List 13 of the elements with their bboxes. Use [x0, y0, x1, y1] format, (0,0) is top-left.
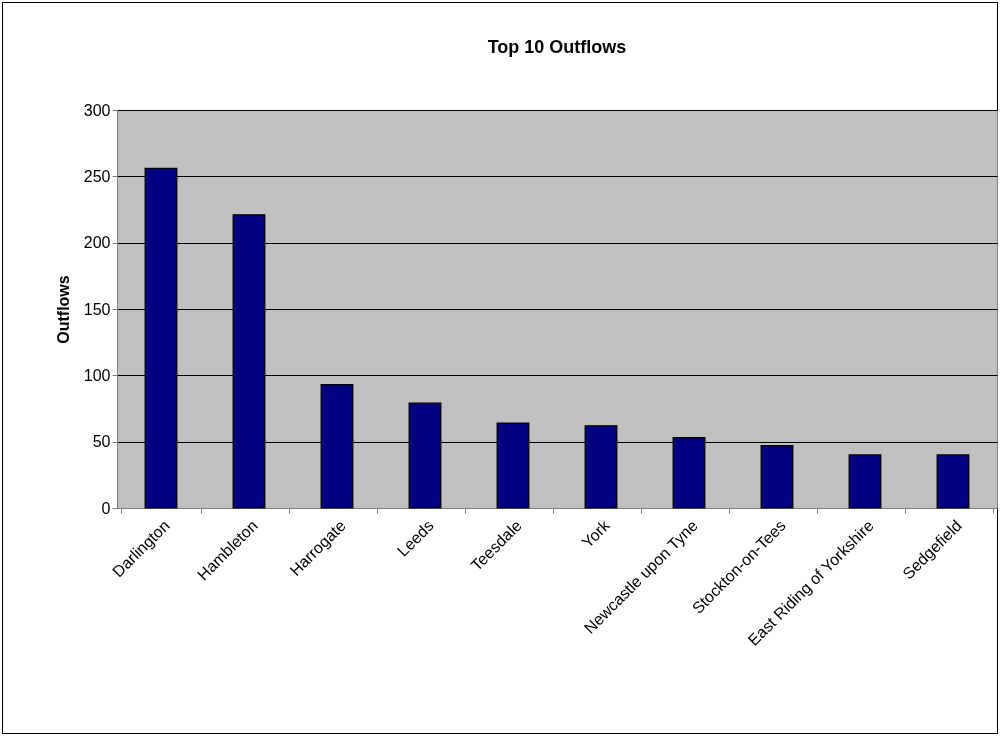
bar	[760, 445, 794, 509]
y-tick-label: 200	[83, 234, 111, 252]
chart-title: Top 10 Outflows	[487, 37, 627, 57]
y-tick-label: 50	[92, 433, 111, 451]
y-tick-label: 300	[83, 101, 111, 119]
y-tick-label: 0	[101, 499, 111, 517]
y-tick-label: 100	[83, 366, 111, 384]
y-tick-label: 150	[83, 300, 111, 318]
y-tick-label: 250	[83, 167, 111, 185]
x-tick-label: York	[578, 516, 614, 552]
bar	[936, 454, 970, 509]
bar	[848, 454, 882, 509]
y-axis-title: Outflows	[54, 275, 72, 344]
